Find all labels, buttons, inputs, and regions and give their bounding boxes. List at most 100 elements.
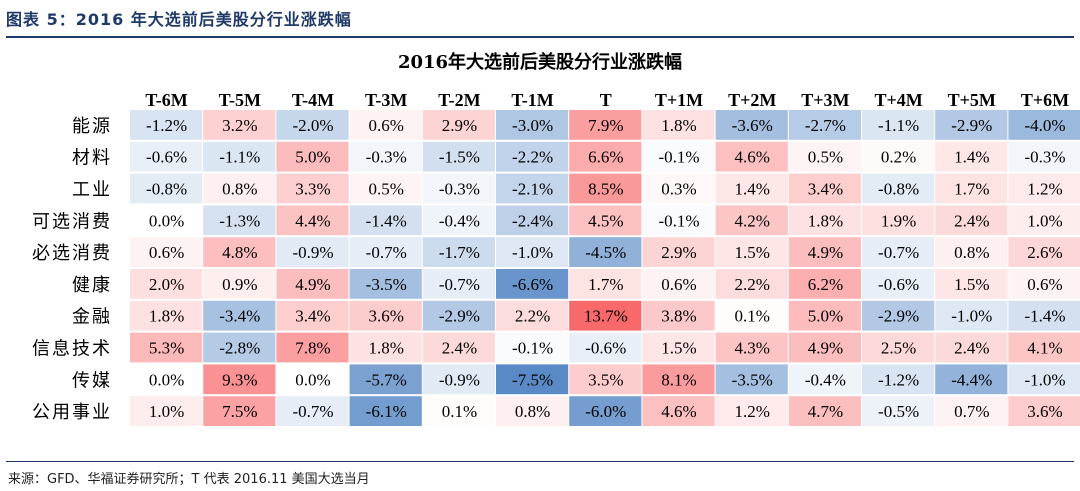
cell-value: -1.3% (219, 211, 260, 230)
heatmap-cell (642, 300, 715, 331)
heatmap-cell (276, 364, 349, 395)
cell-value: 6.2% (808, 275, 843, 294)
heatmap-cell (862, 173, 935, 204)
cell-value: 4.8% (222, 243, 257, 262)
cell-value: 0.6% (661, 275, 696, 294)
heatmap-cell (276, 173, 349, 204)
heatmap-cell (422, 300, 495, 331)
cell-value: -1.2% (146, 116, 187, 135)
cell-value: -0.7% (439, 275, 480, 294)
cell-value: 1.5% (954, 275, 989, 294)
heatmap-cell (496, 300, 569, 331)
cell-value: 0.2% (881, 148, 916, 167)
heatmap-cell (1008, 300, 1080, 331)
heatmap-cell (715, 300, 788, 331)
heatmap-cell (642, 332, 715, 363)
heatmap-cell (862, 237, 935, 267)
cell-value: 0.7% (954, 402, 989, 421)
row-label: 工业 (72, 180, 112, 201)
cell-value: 6.6% (588, 148, 623, 167)
heatmap-cell (569, 269, 642, 299)
cell-value: -0.1% (512, 339, 553, 358)
column-header: T-2M (438, 90, 480, 110)
heatmap-cell (569, 173, 642, 204)
heatmap-cell (715, 141, 788, 172)
cell-value: -1.0% (512, 243, 553, 262)
heatmap-cell (349, 364, 422, 395)
heatmap-cell (862, 332, 935, 363)
heatmap-cell (203, 332, 276, 363)
heatmap-cell (715, 173, 788, 204)
cell-value: 7.8% (295, 339, 330, 358)
cell-value: 1.0% (149, 402, 184, 421)
cell-value: -0.7% (366, 243, 407, 262)
heatmap-cell (935, 269, 1008, 299)
heatmap-cell (130, 364, 203, 395)
cell-value: 13.7% (584, 307, 628, 326)
cell-value: 3.4% (808, 180, 843, 199)
cell-value: -1.4% (366, 211, 407, 230)
heatmap-cell (1008, 364, 1080, 395)
cell-value: 5.0% (808, 307, 843, 326)
heatmap-cell (276, 396, 349, 426)
heatmap-cell (715, 269, 788, 299)
heatmap-cell (130, 396, 203, 426)
heatmap-cell (642, 396, 715, 426)
cell-value: -3.6% (732, 116, 773, 135)
heatmap-cell (569, 110, 642, 140)
cell-value: 1.2% (734, 402, 769, 421)
cell-value: 3.2% (222, 116, 257, 135)
cell-value: 3.6% (1027, 402, 1062, 421)
cell-value: -6.0% (585, 402, 626, 421)
heatmap-cell (276, 141, 349, 172)
cell-value: 3.3% (295, 180, 330, 199)
cell-value: 1.5% (661, 339, 696, 358)
heatmap-cell (862, 396, 935, 426)
cell-value: -0.6% (585, 339, 626, 358)
cell-value: 9.3% (222, 370, 257, 389)
row-label: 公用事业 (32, 402, 112, 423)
heatmap-cell (935, 141, 1008, 172)
heatmap-cell (715, 110, 788, 140)
column-header: T-5M (219, 90, 261, 110)
heatmap-cell (496, 332, 569, 363)
heatmap-cell (349, 332, 422, 363)
cell-value: 1.8% (808, 211, 843, 230)
cell-value: 0.8% (515, 402, 550, 421)
column-header: T+6M (1021, 90, 1069, 110)
cell-value: 1.8% (661, 116, 696, 135)
cell-value: -0.5% (878, 402, 919, 421)
row-label: 必选消费 (32, 243, 112, 264)
cell-value: -0.4% (439, 211, 480, 230)
cell-value: 0.5% (808, 148, 843, 167)
heatmap-cell (130, 237, 203, 267)
heatmap-cell (1008, 237, 1080, 267)
cell-value: 1.5% (734, 243, 769, 262)
cell-value: 1.7% (954, 180, 989, 199)
heatmap-cell (642, 173, 715, 204)
heatmap-cell (935, 173, 1008, 204)
cell-value: 0.9% (222, 275, 257, 294)
column-header: T+5M (948, 90, 996, 110)
heatmap-cell (130, 173, 203, 204)
cell-value: 0.3% (661, 180, 696, 199)
cell-value: 2.0% (149, 275, 184, 294)
heatmap-cell (422, 141, 495, 172)
row-label: 可选消费 (32, 211, 112, 232)
cell-value: -0.8% (878, 180, 919, 199)
cell-value: -1.5% (439, 148, 480, 167)
column-header: T+2M (728, 90, 776, 110)
heatmap-cell (1008, 173, 1080, 204)
cell-value: 1.8% (149, 307, 184, 326)
cell-value: -2.9% (878, 307, 919, 326)
cell-value: 2.2% (515, 307, 550, 326)
heatmap-cell (130, 269, 203, 299)
heatmap-cell (422, 173, 495, 204)
heatmap-cell (862, 269, 935, 299)
heatmap-cell (203, 173, 276, 204)
heatmap-cell (569, 205, 642, 236)
cell-value: -1.0% (951, 307, 992, 326)
heatmap-cell (203, 205, 276, 236)
cell-value: 8.1% (661, 370, 696, 389)
